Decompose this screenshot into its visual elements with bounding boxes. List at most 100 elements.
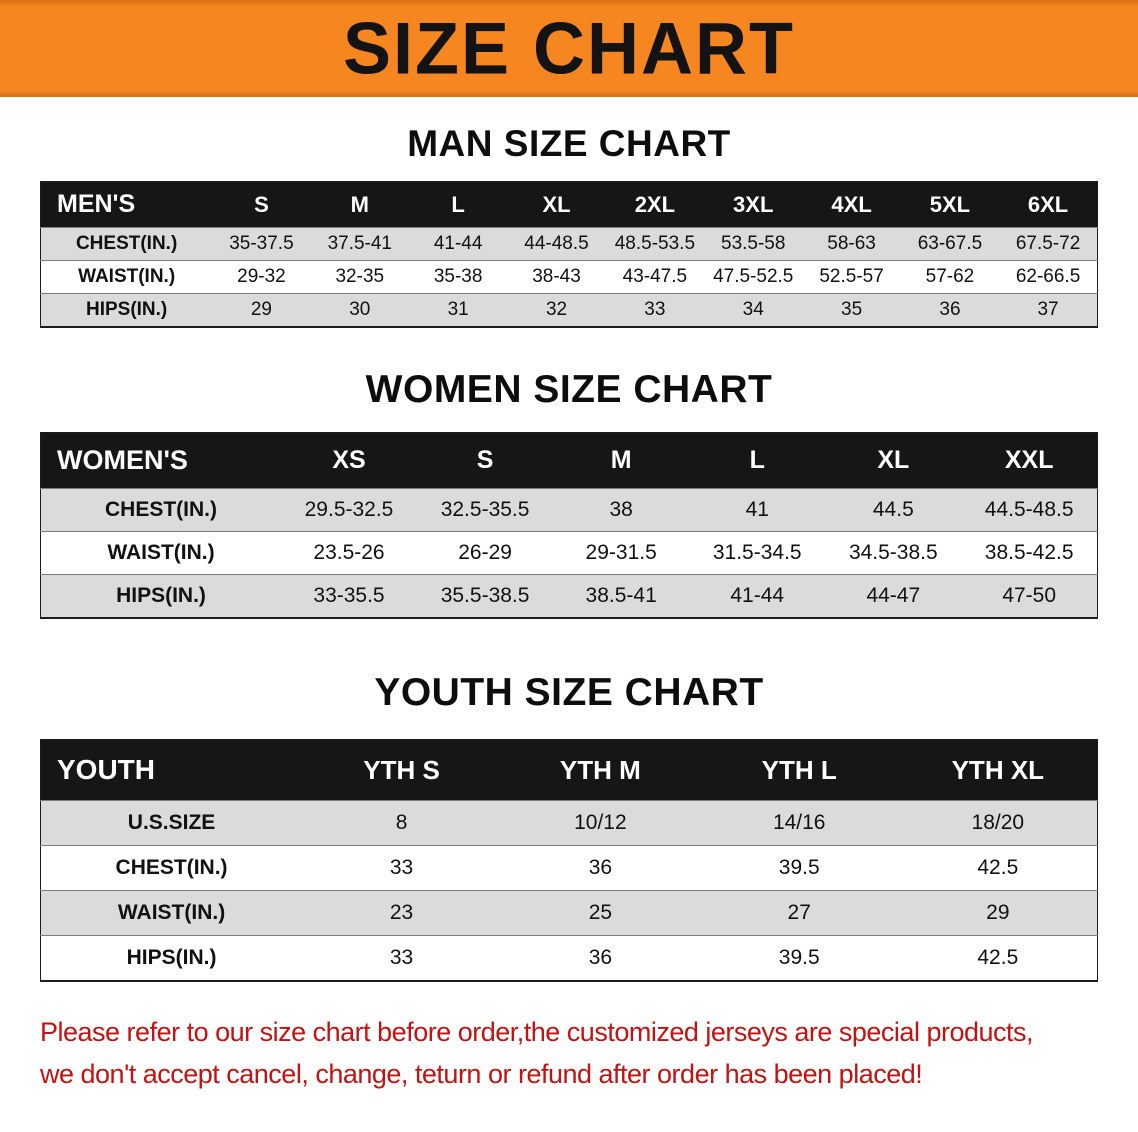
measurement-value: 35-37.5 xyxy=(229,233,294,254)
measurement-value: 34.5-38.5 xyxy=(848,541,938,564)
measurement-label: HIPS(IN.) xyxy=(116,584,206,607)
measurement-value: 33 xyxy=(644,299,666,320)
measurement-value: 67.5-72 xyxy=(1015,233,1081,254)
measurement-value: 39.5 xyxy=(778,856,820,879)
measurement-value: 44.5 xyxy=(872,498,914,521)
measurement-value: 10/12 xyxy=(574,811,627,834)
measurement-value: 35 xyxy=(841,299,863,320)
measurement-value: 38-43 xyxy=(532,266,581,287)
table-row: CHEST(IN.) 35-37.5 37.5-41 41-44 44-48.5 48.5… xyxy=(40,227,1098,261)
measurement-value: 43-47.5 xyxy=(622,266,688,287)
measurement-value: 33 xyxy=(389,856,414,879)
measurement-value: 30 xyxy=(349,299,371,320)
youth-size-table: YOUTH YTH S YTH M YTH L YTH XL U.S.SIZE 8 10/12… xyxy=(40,739,1098,982)
size-column-header: XL xyxy=(542,191,571,217)
table-header-row: WOMEN'S XS S M L XL XXL xyxy=(40,432,1098,489)
measurement-value: 44-48.5 xyxy=(524,233,589,254)
measurement-value: 39.5 xyxy=(778,946,820,969)
table-row: CHEST(IN.) 29.5-32.5 32.5-35.5 38 41 44.5 44.5… xyxy=(40,488,1098,532)
size-column-header: 2XL xyxy=(634,191,676,217)
size-column-header: YTH M xyxy=(559,754,641,785)
measurement-value: 52.5-57 xyxy=(819,266,884,287)
measurement-value: 37 xyxy=(1037,299,1059,320)
measurement-value: 29 xyxy=(250,299,272,320)
size-column-header: 4XL xyxy=(831,191,872,217)
measurement-label: WAIST(IN.) xyxy=(78,266,176,287)
size-column-header: YTH S xyxy=(363,754,440,785)
table-row: CHEST(IN.) 33 36 39.5 42.5 xyxy=(40,845,1098,891)
size-column-header: M xyxy=(350,191,369,217)
table-header-row: YOUTH YTH S YTH M YTH L YTH XL xyxy=(40,739,1098,801)
measurement-value: 29 xyxy=(986,901,1010,924)
table-corner-label: WOMEN'S xyxy=(57,445,188,475)
measurement-value: 33-35.5 xyxy=(313,584,385,607)
table-row: WAIST(IN.) 29-32 32-35 35-38 38-43 43-47.5 47.… xyxy=(40,260,1098,294)
measurement-value: 47.5-52.5 xyxy=(713,266,794,287)
measurement-value: 29.5-32.5 xyxy=(304,498,394,521)
measurement-value: 62-66.5 xyxy=(1015,266,1081,287)
table-row: U.S.SIZE 8 10/12 14/16 18/20 xyxy=(40,800,1098,846)
measurement-value: 29-32 xyxy=(237,266,286,287)
measurement-value: 31 xyxy=(447,299,469,320)
measurement-value: 32 xyxy=(545,299,568,320)
size-chart-banner: SIZE CHART xyxy=(0,0,1138,97)
measurement-value: 8 xyxy=(395,811,408,834)
size-column-header: 6XL xyxy=(1027,191,1069,217)
measurement-value: 44-47 xyxy=(866,584,921,607)
measurement-label: WAIST(IN.) xyxy=(107,541,215,564)
measurement-value: 44.5-48.5 xyxy=(984,498,1074,521)
measurement-value: 29-31.5 xyxy=(585,541,657,564)
measurement-label: CHEST(IN.) xyxy=(104,498,217,521)
mens-size-table: MEN'S S M L XL 2XL 3XL 4XL 5XL 6XL CHEST(IN.) 35-37… xyxy=(40,181,1098,328)
measurement-value: 37.5-41 xyxy=(327,233,393,254)
size-column-header: YTH L xyxy=(761,754,837,785)
measurement-value: 14/16 xyxy=(772,811,826,834)
measurement-value: 26-29 xyxy=(458,541,512,564)
size-column-header: 5XL xyxy=(929,191,971,217)
measurement-value: 38.5-42.5 xyxy=(984,541,1074,564)
table-header-row: MEN'S S M L XL 2XL 3XL 4XL 5XL 6XL xyxy=(40,181,1098,228)
measurement-value: 34 xyxy=(742,299,764,320)
measurement-value: 36 xyxy=(939,299,961,320)
measurement-label: U.S.SIZE xyxy=(127,811,216,834)
measurement-value: 53.5-58 xyxy=(721,233,786,254)
size-column-header: M xyxy=(610,446,632,474)
measurement-label: HIPS(IN.) xyxy=(85,299,168,320)
measurement-value: 36 xyxy=(588,856,613,879)
measurement-value: 27 xyxy=(787,901,811,924)
size-column-header: S xyxy=(476,446,494,474)
man-size-chart-heading: MAN SIZE CHART xyxy=(407,123,731,164)
measurement-label: WAIST(IN.) xyxy=(117,901,226,924)
measurement-value: 32-35 xyxy=(335,266,385,287)
measurement-value: 41-44 xyxy=(730,584,785,607)
measurement-value: 35.5-38.5 xyxy=(440,584,530,607)
measurement-value: 41-44 xyxy=(433,233,483,254)
measurement-value: 23 xyxy=(389,901,414,924)
size-column-header: S xyxy=(254,191,269,217)
size-column-header: 3XL xyxy=(733,191,774,217)
measurement-value: 47-50 xyxy=(1002,584,1057,607)
measurement-value: 35-38 xyxy=(433,266,483,287)
measurement-value: 38 xyxy=(609,498,633,521)
disclaimer-text: Please refer to our size chart before or… xyxy=(40,1012,1138,1096)
size-chart-title: SIZE CHART xyxy=(343,7,795,90)
disclaimer-line-2: we don't accept cancel, change, teturn o… xyxy=(40,1058,923,1089)
measurement-value: 31.5-34.5 xyxy=(712,541,802,564)
measurement-value: 63-67.5 xyxy=(917,233,983,254)
measurement-value: 18/20 xyxy=(971,811,1025,834)
measurement-value: 48.5-53.5 xyxy=(614,233,696,254)
measurement-label: CHEST(IN.) xyxy=(75,233,178,254)
table-row: WAIST(IN.) 23 25 27 29 xyxy=(40,890,1098,936)
youth-size-chart-heading: YOUTH SIZE CHART xyxy=(374,671,764,714)
table-corner-label: YOUTH xyxy=(57,754,155,785)
measurement-label: CHEST(IN.) xyxy=(115,856,228,879)
measurement-value: 32.5-35.5 xyxy=(440,498,530,521)
measurement-value: 58-63 xyxy=(827,233,876,254)
measurement-value: 41 xyxy=(745,498,769,521)
size-column-header: XL xyxy=(877,446,910,474)
size-column-header: XS xyxy=(332,446,366,474)
measurement-label: HIPS(IN.) xyxy=(126,946,217,969)
measurement-value: 38.5-41 xyxy=(585,584,657,607)
table-row: HIPS(IN.) 33 36 39.5 42.5 xyxy=(40,935,1098,981)
size-column-header: L xyxy=(749,446,765,474)
